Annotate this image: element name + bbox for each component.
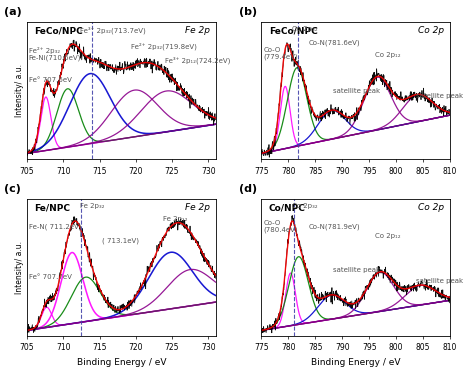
Text: Co-N(781.9eV): Co-N(781.9eV)	[309, 224, 360, 230]
Text: Co 2p₁₂: Co 2p₁₂	[374, 52, 400, 58]
Text: satellite peak: satellite peak	[416, 93, 463, 99]
Text: ( 713.1eV): ( 713.1eV)	[102, 237, 139, 244]
Text: Fe³⁺ 2p₃₂(713.7eV): Fe³⁺ 2p₃₂(713.7eV)	[80, 26, 146, 34]
Text: (c): (c)	[4, 184, 21, 194]
Text: Fe³⁺ 2p₁₂(724.2eV): Fe³⁺ 2p₁₂(724.2eV)	[164, 56, 230, 64]
X-axis label: Binding Energy / eV: Binding Energy / eV	[311, 358, 401, 367]
Text: satellite peak: satellite peak	[333, 88, 380, 94]
Text: (b): (b)	[239, 7, 257, 17]
Text: (a): (a)	[4, 7, 22, 17]
Text: Co 2p₃₂: Co 2p₃₂	[292, 26, 317, 32]
Text: Co/NPC: Co/NPC	[269, 203, 306, 212]
Text: FeCo/NPC: FeCo/NPC	[35, 26, 83, 35]
Text: FeCo/NPC: FeCo/NPC	[269, 26, 318, 35]
Text: Co 2p: Co 2p	[418, 26, 444, 35]
X-axis label: Binding Energy / eV: Binding Energy / eV	[76, 358, 166, 367]
Text: Fe 2p: Fe 2p	[185, 26, 210, 35]
Text: Fe²⁺ 2p₃₂(719.8eV): Fe²⁺ 2p₃₂(719.8eV)	[131, 43, 197, 50]
Y-axis label: Intensity/ a.u.: Intensity/ a.u.	[15, 241, 24, 294]
Text: satellite peak: satellite peak	[416, 278, 463, 285]
Text: Fe 2p₃₂: Fe 2p₃₂	[80, 203, 104, 209]
Text: Fe²⁺ 2p₃₂
Fe-Ni(710.6eV): Fe²⁺ 2p₃₂ Fe-Ni(710.6eV)	[29, 47, 81, 61]
Text: Co 2p₃₂: Co 2p₃₂	[292, 203, 317, 209]
Text: Co-O
(780.4eV): Co-O (780.4eV)	[264, 220, 298, 233]
Text: Fe 2p₁₂: Fe 2p₁₂	[163, 215, 187, 221]
Text: (d): (d)	[239, 184, 257, 194]
Text: Fe° 707.7eV: Fe° 707.7eV	[29, 275, 72, 280]
Text: Co 2p: Co 2p	[418, 203, 444, 212]
Text: Fe-N( 711.2eV): Fe-N( 711.2eV)	[29, 224, 82, 230]
Y-axis label: Intensity/ a.u.: Intensity/ a.u.	[15, 64, 24, 117]
Text: Fe/NPC: Fe/NPC	[35, 203, 71, 212]
Text: satellite peak: satellite peak	[333, 267, 380, 273]
Text: Fe 2p: Fe 2p	[185, 203, 210, 212]
Text: Fe° 707.6eV: Fe° 707.6eV	[29, 77, 72, 83]
Text: Co-O
(779.4eV): Co-O (779.4eV)	[264, 47, 298, 60]
Text: Co 2p₁₂: Co 2p₁₂	[374, 233, 400, 239]
Text: Co-N(781.6eV): Co-N(781.6eV)	[309, 40, 360, 46]
